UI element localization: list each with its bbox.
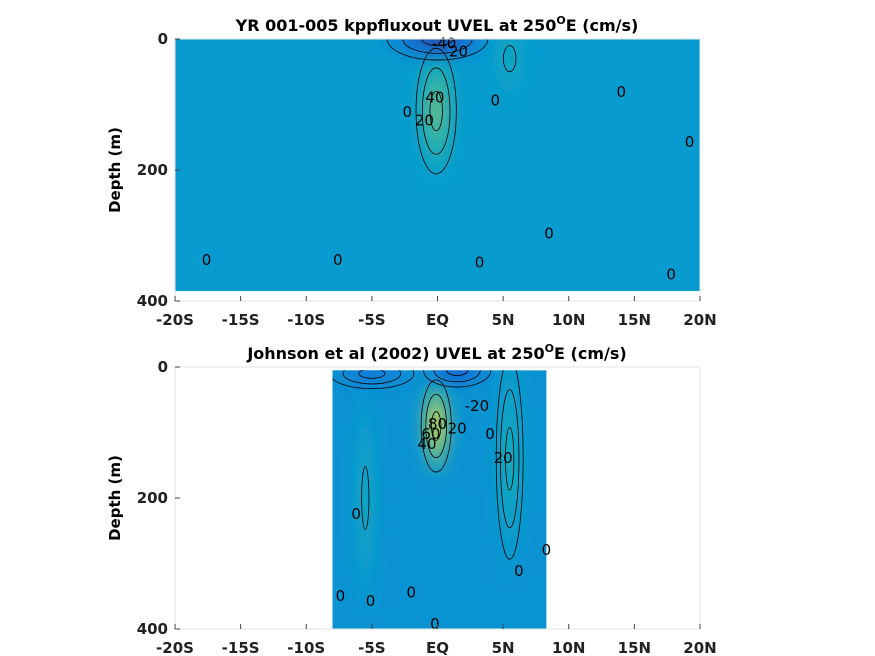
y-axis-label: Depth (m) [106,127,124,213]
x-tick-label: EQ [426,639,449,656]
contour-surface-westward-flow-2 [423,370,492,388]
contour-south-surface-flow-2 [332,370,415,390]
x-tick-label: -10S [287,311,325,329]
panel-title: Johnson et al (2002) UVEL at 250OE (cm/s… [246,342,626,363]
contour-label: 0 [406,583,416,601]
x-tick-label: -5S [358,311,385,329]
y-ticks: 0 200 400 [137,30,180,310]
contour-northern-subsurface-jet-1 [500,389,520,529]
contour-label: -20 [465,397,490,415]
contour-southern-subsurface-jet-0 [361,466,370,530]
contour-undercurrent-0 [429,91,443,132]
contour-northern-subsurface-jet-2 [495,370,524,560]
x-tick-label: 5N [492,639,515,656]
contour-label: 0 [485,425,495,443]
y-axis-label: Depth (m) [106,455,124,541]
x-ticks: -20S -15S -10S -5S EQ 5N 10N 15N 20N [156,296,717,329]
contour-undercurrent-2 [420,379,452,473]
x-tick-label: 15N [618,639,651,656]
contour-label: 80 [428,415,447,433]
velocity-field [332,370,547,629]
x-tick-label: -20S [156,311,194,329]
contour-label: 0 [616,83,626,101]
x-tick-label: 20N [683,311,716,329]
contour-label: 0 [333,251,343,269]
x-tick-label: 15N [618,311,651,329]
contour-label: 60 [421,425,440,443]
contour-undercurrent-2 [415,47,457,175]
contour-label: 40 [417,435,436,453]
panel-title: YR 001-005 kppfluxout UVEL at 250OE (cm/… [235,14,639,35]
x-tick-label: 20N [683,639,716,656]
velocity-field [175,39,700,292]
contour-label: 0 [336,587,346,605]
contour-surface-westward-flow-2 [386,39,489,61]
x-tick-label: -10S [287,639,325,656]
field-southern-subsurface-jet [350,372,381,624]
contour-label: 0 [366,592,376,610]
contour-surface-westward-flow-1 [433,370,481,383]
contour-label: 0 [544,225,554,243]
x-tick-label: 10N [552,311,585,329]
x-tick-label: -15S [222,639,260,656]
contour-label: 0 [430,615,440,633]
contour-label: 0 [542,541,552,559]
contour-label: 0 [403,103,413,121]
contour-label: 0 [202,251,212,269]
x-tick-label: -5S [358,639,385,656]
contour-label: 20 [449,43,468,61]
field-south-surface-flow [332,370,425,393]
x-tick-label: EQ [426,311,449,329]
y-ticks: 0 200 400 [137,358,180,638]
contour-lines [332,370,524,560]
contour-surface-westward-flow-0 [446,370,469,376]
y-tick-label: 400 [137,292,168,310]
y-tick-label: 400 [137,620,168,638]
panel-observed-uvel: Johnson et al (2002) UVEL at 250OE (cm/s… [106,342,717,656]
contour-label: 0 [475,254,485,272]
x-ticks: -20S -15S -10S -5S EQ 5N 10N 15N 20N [156,624,717,656]
y-tick-label: 0 [158,30,168,48]
contour-undercurrent-0 [431,411,442,441]
y-tick-label: 200 [137,161,168,179]
contour-label: 0 [666,265,676,283]
contour-label: 0 [514,562,524,580]
x-tick-label: -20S [156,639,194,656]
contour-off-equator-countercurrent-0 [502,45,517,73]
contour-surface-westward-flow-1 [402,39,473,54]
x-tick-label: 10N [552,639,585,656]
contour-undercurrent-1 [421,67,451,155]
contour-label: 0 [490,92,500,110]
contour-lines [386,39,517,175]
field-off-equator-countercurrent [484,39,535,112]
x-tick-label: 5N [492,311,515,329]
x-tick-label: -15S [222,311,260,329]
contour-south-surface-flow-0 [358,370,386,379]
contour-label: 40 [425,88,444,106]
contour-northern-subsurface-jet-0 [505,426,515,491]
contour-label: 0 [351,505,361,523]
y-tick-label: 0 [158,358,168,376]
field-undercurrent [410,39,462,190]
contour-label: 0 [685,133,695,151]
y-tick-label: 200 [137,489,168,507]
contour-undercurrent-1 [425,393,447,459]
field-undercurrent [417,370,456,484]
panel-model-uvel: YR 001-005 kppfluxout UVEL at 250OE (cm/… [106,14,717,329]
contour-label: 20 [415,111,434,129]
contour-south-surface-flow-1 [342,370,402,385]
contour-label: 20 [448,420,467,438]
contour-label: 20 [494,449,513,467]
